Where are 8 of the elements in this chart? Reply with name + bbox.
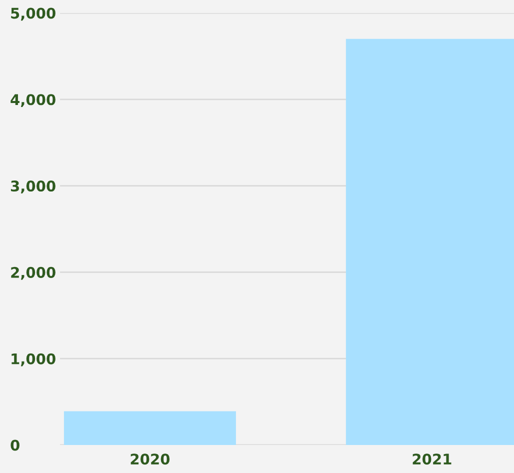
y-tick-label: 1,000 [12, 353, 56, 366]
y-tick-label: 2,000 [11, 266, 56, 280]
y-tick-label: 0 [10, 440, 20, 451]
x-tick-label: 2020 [130, 454, 170, 465]
x-tick-label: 2021 [412, 454, 452, 465]
y-tick-label: 4,000 [10, 94, 56, 108]
y-tick-label: 3,000 [10, 180, 56, 194]
y-tick-label: 5,000 [11, 8, 56, 21]
